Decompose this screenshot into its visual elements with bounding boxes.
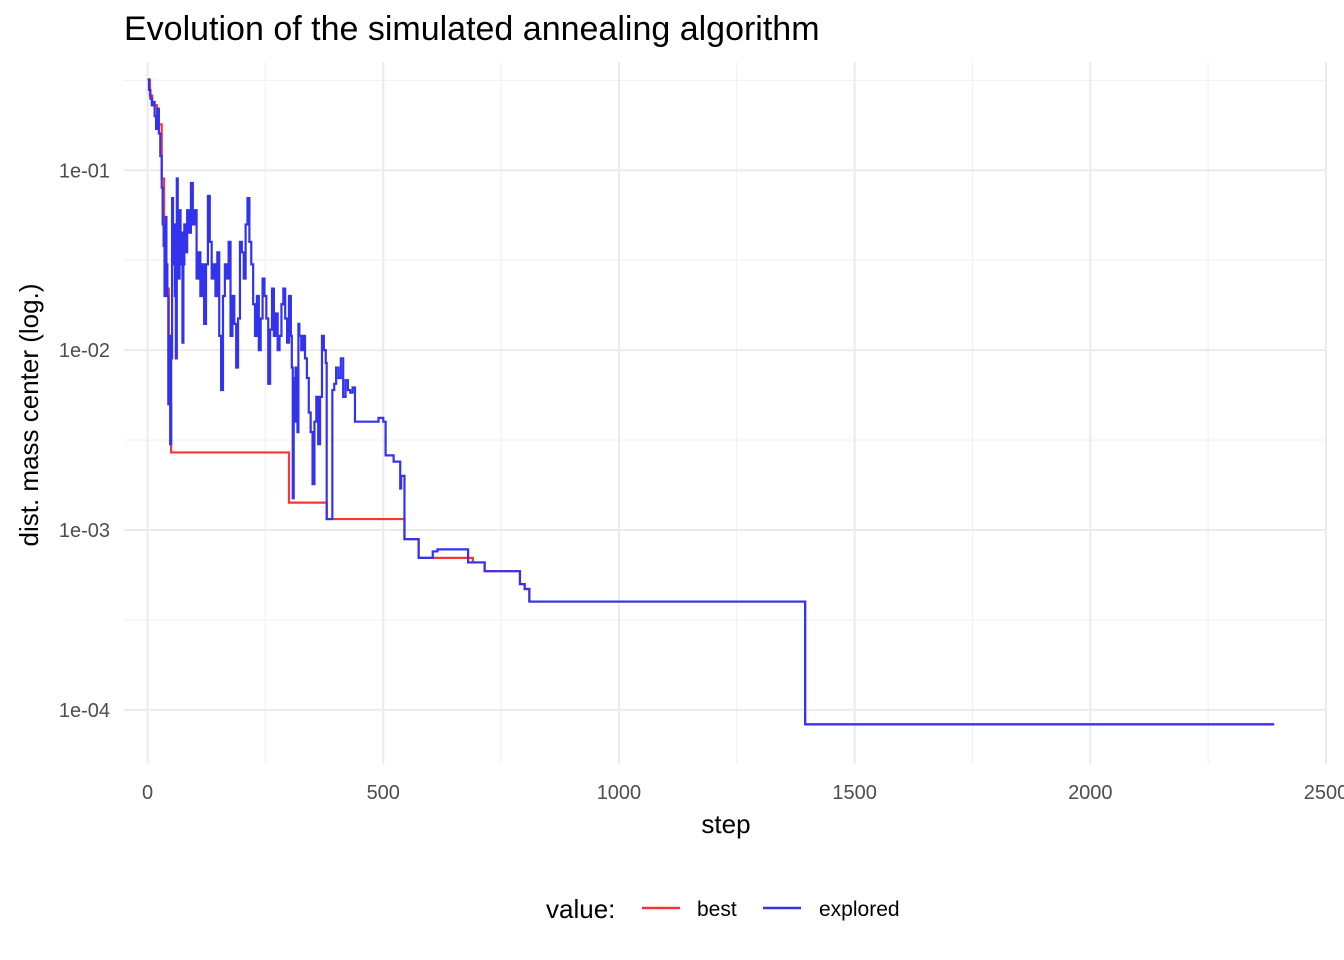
legend-title: value: xyxy=(546,894,615,924)
series-line-explored xyxy=(147,78,1275,726)
legend-label-best: best xyxy=(697,898,737,921)
legend-label-explored: explored xyxy=(819,898,900,921)
x-tick-label-2000: 2000 xyxy=(1068,782,1113,804)
x-tick-label-500: 500 xyxy=(367,782,400,804)
grid-major xyxy=(124,62,1327,764)
y-tick-label-1e-02: 1e-02 xyxy=(59,340,110,362)
y-tick-label-1e-01: 1e-01 xyxy=(59,160,110,182)
y-tick-label-1e-03: 1e-03 xyxy=(59,520,110,542)
x-tick-label-2500: 2500 xyxy=(1304,782,1344,804)
legend: value: best explored xyxy=(546,894,900,924)
y-tick-labels: 1e-01 1e-02 1e-03 1e-04 xyxy=(59,160,110,722)
x-axis-title: step xyxy=(701,809,750,839)
x-tick-label-0: 0 xyxy=(142,782,153,804)
x-tick-labels: 0 500 1000 1500 2000 2500 xyxy=(142,782,1344,804)
y-axis-title: dist. mass center (log.) xyxy=(14,284,44,547)
series-layer xyxy=(147,78,1275,726)
grid-minor xyxy=(124,62,1326,764)
chart-title: Evolution of the simulated annealing alg… xyxy=(124,10,820,48)
y-tick-label-1e-04: 1e-04 xyxy=(59,700,110,722)
x-tick-label-1500: 1500 xyxy=(832,782,877,804)
x-tick-label-1000: 1000 xyxy=(597,782,642,804)
